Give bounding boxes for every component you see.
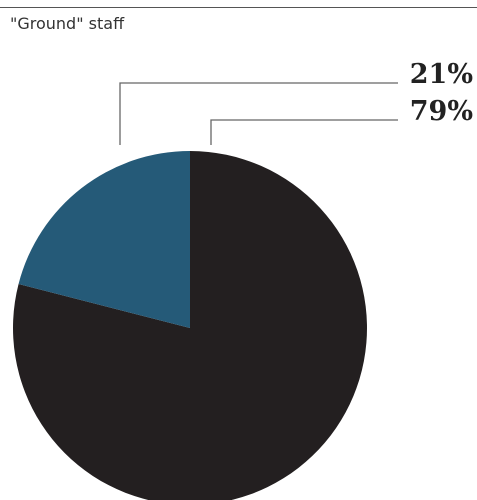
slice-label-79: 79% (410, 96, 473, 127)
pie-slice-21 (18, 151, 191, 328)
pie-slices (13, 151, 367, 500)
pie-slice-79 (13, 151, 367, 500)
slice-label-21: 21% (410, 59, 473, 90)
chart-title: "Ground" staff (10, 14, 125, 33)
leader-line-79 (210, 119, 398, 145)
leader-line-21 (119, 82, 398, 145)
top-rule (0, 7, 477, 8)
